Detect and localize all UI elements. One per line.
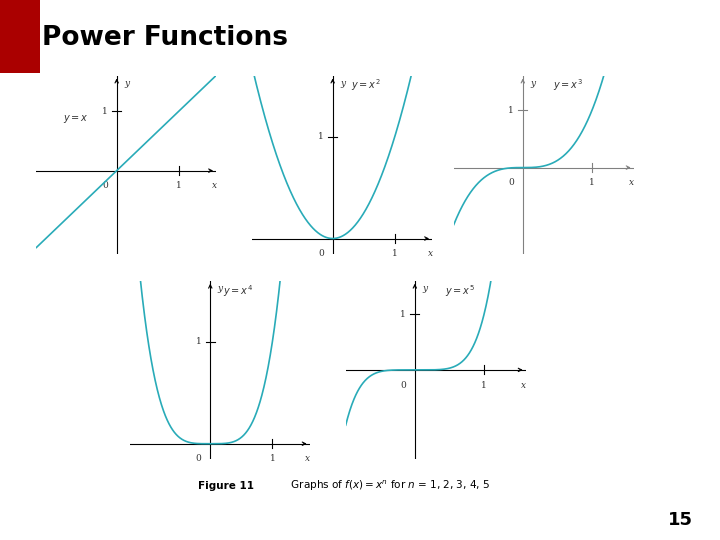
Text: 1: 1 — [176, 181, 181, 190]
Text: 0: 0 — [318, 249, 324, 258]
Text: Graphs of $f(x) = x^n$ for $n$ = 1, 2, 3, 4, 5: Graphs of $f(x) = x^n$ for $n$ = 1, 2, 3… — [281, 478, 490, 492]
Text: 0: 0 — [196, 455, 202, 463]
Text: $y = x^5$: $y = x^5$ — [444, 283, 474, 299]
Text: $y = x^4$: $y = x^4$ — [223, 283, 253, 299]
Text: $y = x^3$: $y = x^3$ — [553, 78, 582, 93]
Text: y: y — [340, 79, 345, 88]
Text: 1: 1 — [318, 132, 324, 141]
Text: 1: 1 — [481, 381, 487, 389]
Text: Figure 11: Figure 11 — [198, 481, 254, 491]
Text: 1: 1 — [392, 249, 397, 258]
Text: x: x — [521, 381, 526, 389]
Text: Power Functions: Power Functions — [42, 25, 288, 51]
Text: 0: 0 — [400, 381, 406, 389]
Text: x: x — [629, 178, 634, 187]
Text: 15: 15 — [668, 511, 693, 529]
Text: 0: 0 — [508, 178, 514, 187]
Text: 1: 1 — [269, 455, 275, 463]
Text: y: y — [124, 79, 129, 88]
Text: y: y — [530, 79, 535, 88]
Text: x: x — [305, 455, 310, 463]
Bar — [0, 0, 40, 73]
Text: y: y — [422, 285, 427, 293]
Text: 1: 1 — [589, 178, 595, 187]
Text: 1: 1 — [102, 107, 108, 116]
Text: x: x — [212, 181, 217, 190]
Text: 0: 0 — [102, 181, 108, 190]
Text: y: y — [217, 285, 222, 293]
Text: $y = x$: $y = x$ — [63, 113, 89, 125]
Text: $y = x^2$: $y = x^2$ — [351, 78, 381, 93]
Text: 1: 1 — [508, 106, 514, 114]
Text: x: x — [428, 249, 433, 258]
Text: 1: 1 — [400, 310, 406, 319]
Text: 1: 1 — [196, 338, 202, 346]
